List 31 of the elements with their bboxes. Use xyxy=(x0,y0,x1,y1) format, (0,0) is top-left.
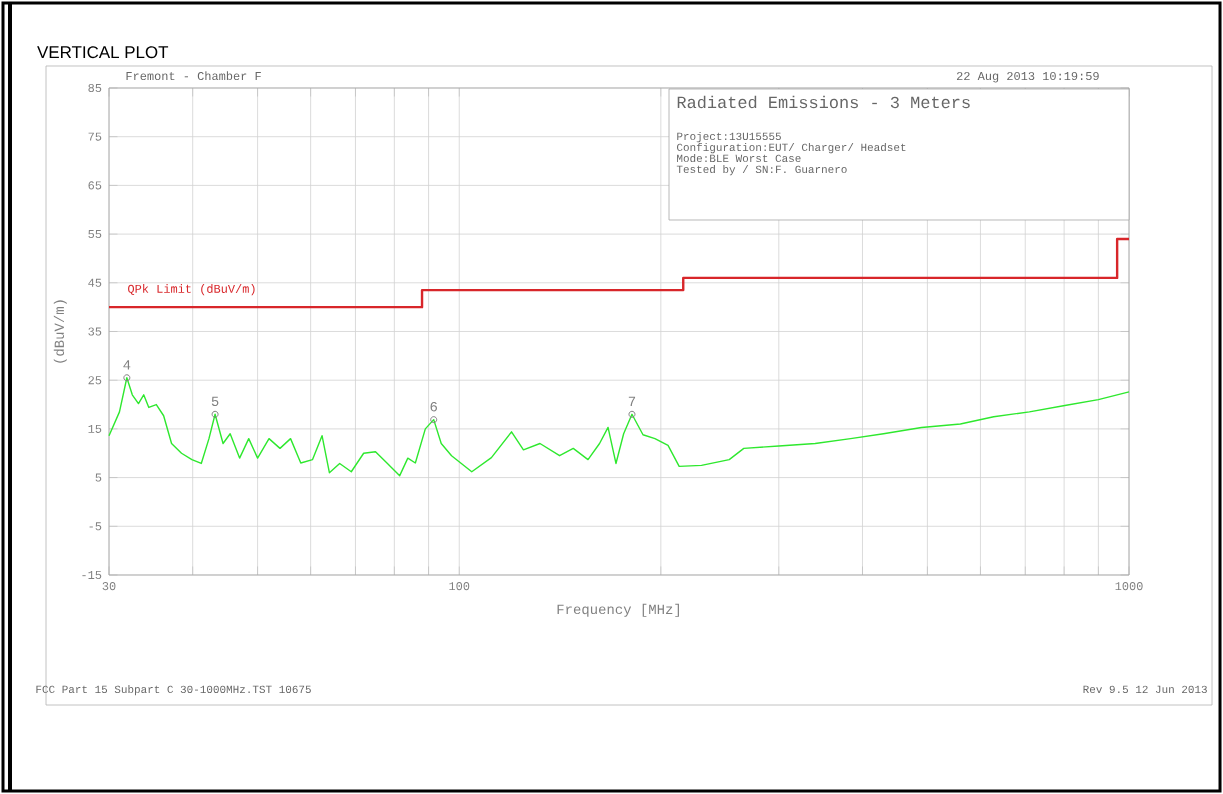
annotation: 7 xyxy=(628,396,636,407)
y-tick-label: 75 xyxy=(88,132,102,141)
y-tick-label: 85 xyxy=(88,83,102,93)
annotation: Tested by / SN:F. Guarnero xyxy=(676,165,847,176)
series-label: QPk Limit (dBuV/m) xyxy=(128,284,255,296)
y-tick-label: 65 xyxy=(88,181,102,190)
x-tick-label: 100 xyxy=(449,582,470,591)
y-tick-label: -5 xyxy=(89,522,102,531)
x-tick-label: 1000 xyxy=(1115,582,1143,591)
y-axis-title: (dBuV/m) xyxy=(53,300,67,363)
y-tick-label: 5 xyxy=(95,473,102,482)
x-tick-label: 30 xyxy=(102,582,116,591)
y-tick-label: 45 xyxy=(88,278,102,287)
annotation: Mode:BLE Worst Case xyxy=(677,154,801,163)
text: FCC Part 15 Subpart C 30-1000MHz.TST 10675 xyxy=(36,685,311,696)
text: 22 Aug 2013 10:19:59 xyxy=(956,71,1099,83)
annotation: 5 xyxy=(211,396,219,407)
y-tick-label: 15 xyxy=(88,424,102,433)
annotation: Radiated Emissions - 3 Meters xyxy=(677,95,970,109)
chart-title: VERTICAL PLOT xyxy=(37,46,169,59)
x-axis-title: Frequency [MHz] xyxy=(557,603,679,617)
annotation: Project:13U15555 xyxy=(677,132,781,143)
y-tick-label: 25 xyxy=(88,376,102,385)
y-tick-label: 55 xyxy=(88,230,102,239)
y-tick-label: 35 xyxy=(88,327,102,336)
annotation: 6 xyxy=(430,401,437,412)
annotation: 4 xyxy=(123,360,131,370)
text: Rev 9.5 12 Jun 2013 xyxy=(1083,685,1207,694)
text: Fremont - Chamber F xyxy=(126,71,261,81)
annotation: Configuration:EUT/ Charger/ Headset xyxy=(677,143,906,154)
y-tick-label: -15 xyxy=(82,571,102,579)
